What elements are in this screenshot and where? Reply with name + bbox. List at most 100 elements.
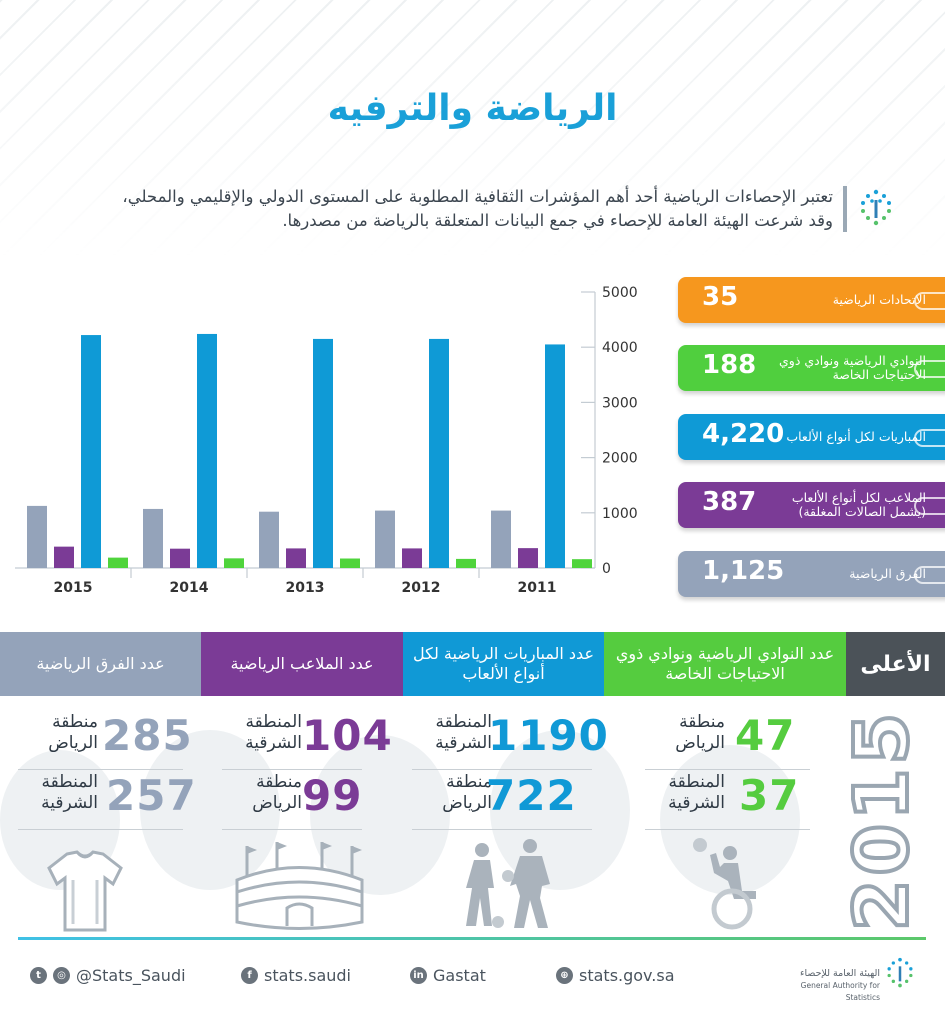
row-divider [222,829,362,830]
row-divider [645,769,810,770]
y-tick-label: 2000 [602,451,638,467]
bar-2014-series-0 [143,508,163,568]
toggle-icon [914,497,945,515]
region-label: منطقة الرياض [48,712,98,753]
toggle-icon [914,360,945,378]
footer-website[interactable]: ⊕ stats.gov.sa [556,966,675,985]
bar-2014-series-3 [224,558,244,568]
row-divider [18,769,183,770]
bar-2013-series-1 [286,548,306,568]
band-header-stadiums: عدد الملاعب الرياضية [201,632,403,696]
region-label: منطقة الرياض [252,772,302,813]
bar-2011-series-0 [491,510,511,568]
facebook-handle: stats.saudi [264,966,351,985]
bar-2013-series-3 [340,558,360,568]
bar-2013-series-2 [313,338,333,568]
region-label: المنطقة الشرقية [435,712,492,753]
footer-linkedin[interactable]: in Gastat [410,966,486,985]
x-tick-label: 2013 [286,580,325,596]
stadiums-row-1: المنطقة الشرقية 104 [222,712,392,770]
band-header-matches: عدد المباريات الرياضية لكل أنواع الألعاب [403,632,604,696]
stadium-icon [235,842,364,930]
y-tick-label: 4000 [602,340,638,356]
footer-facebook[interactable]: f stats.saudi [241,966,351,985]
band-header-clubs: عدد النوادي الرياضية ونوادي ذوي الاحتياج… [604,632,846,696]
row-divider [18,829,183,830]
background-pattern [0,0,945,260]
stat-value: 35 [702,282,739,312]
intro-line-2: وقد شرعت الهيئة العامة للإحصاء في جمع ال… [282,211,833,230]
intro-divider [843,186,847,232]
matches-row-2: منطقة الرياض 722 [412,771,597,830]
bar-2015-series-2 [81,335,101,568]
stat-value: 4,220 [702,419,785,449]
y-tick-label: 5000 [602,285,638,301]
wheelchair-athlete-icon [693,838,756,930]
facebook-icon: f [241,967,258,984]
y-tick-label: 0 [602,561,611,577]
region-label: المنطقة الشرقية [668,772,725,813]
stadiums-row-2: منطقة الرياض 99 [222,771,387,830]
region-label: منطقة الرياض [442,772,492,813]
clubs-row-2: المنطقة الشرقية 37 [645,771,810,830]
stat-pill-teams: 1,125 الفرق الرياضية [678,551,945,597]
highest-label: الأعلى [846,632,945,696]
stat-value: 387 [702,487,757,517]
chart-labels: 0 1000 2000 3000 4000 5000 2015 2014 2013 2012 201… [54,285,638,596]
org-name-ar: الهيئة العامة للإحصاء [799,968,880,979]
bar-2015-series-0 [27,505,47,568]
intro-line-1: تعتبر الإحصاءات الرياضية أحد أهم المؤشرا… [122,187,833,206]
stat-value: 1,125 [702,556,785,586]
stat-label: الاتحادات الرياضية [832,292,926,307]
x-tick-label: 2011 [518,580,557,596]
page-title: الرياضة والترفيه [327,88,618,129]
twitter-handle: @Stats_Saudi [76,966,186,985]
year-text: 2015 [839,710,925,930]
band-header-teams: عدد الفرق الرياضية [0,632,201,696]
stat-pill-matches: 4,220 المباريات لكل أنواع الألعاب [678,414,945,460]
bar-2011-series-3 [572,559,592,568]
stat-number: 285 [102,711,193,760]
bar-2014-series-1 [170,548,190,568]
chart-bars [27,333,592,568]
stat-pill-clubs: 188 النوادي الرياضية ونوادي ذوي الاحتياج… [678,345,945,391]
footer-org-name: الهيئة العامة للإحصاء General Authority … [790,968,880,1004]
gastat-logo-icon [861,189,891,226]
matches-row-1: المنطقة الشرقية 1190 [412,712,608,770]
bar-2011-series-2 [545,344,565,568]
clubs-row-1: منطقة الرياض 47 [645,711,810,770]
teams-row-2: المنطقة الشرقية 257 [18,772,196,830]
stat-label: النوادي الرياضية ونوادي ذوي الاحتياجات ا… [779,353,926,382]
stat-number: 722 [486,771,577,820]
stat-number: 47 [735,711,796,760]
bar-2014-series-2 [197,333,217,568]
bar-2011-series-1 [518,548,538,568]
footer-twitter[interactable]: t ◎ @Stats_Saudi [30,966,186,985]
bar-2012-series-0 [375,510,395,568]
bar-2015-series-1 [54,546,74,568]
twitter-icon: t [30,967,47,984]
stat-number: 99 [302,771,363,820]
footer-divider [18,937,926,940]
website-url: stats.gov.sa [579,966,675,985]
row-divider [222,769,362,770]
stat-number: 37 [739,771,800,820]
globe-icon: ⊕ [556,967,573,984]
bar-2015-series-3 [108,557,128,568]
jersey-icon [47,850,123,932]
linkedin-icon: in [410,967,427,984]
toggle-icon [914,566,945,584]
year-2015-vertical: 2015 [837,710,925,930]
row-divider [412,769,592,770]
region-label: المنطقة الشرقية [245,712,302,753]
region-label: منطقة الرياض [675,712,725,753]
bar-2012-series-1 [402,548,422,568]
x-tick-label: 2014 [170,580,209,596]
stat-number: 257 [106,771,197,820]
stat-label: الملاعب لكل أنواع الألعاب (يشمل الصالات … [791,490,926,519]
stat-number: 1190 [488,711,609,760]
x-tick-label: 2015 [54,580,93,596]
bar-2013-series-0 [259,511,279,568]
stat-label: المباريات لكل أنواع الألعاب [786,429,926,444]
y-tick-label: 1000 [602,506,638,522]
